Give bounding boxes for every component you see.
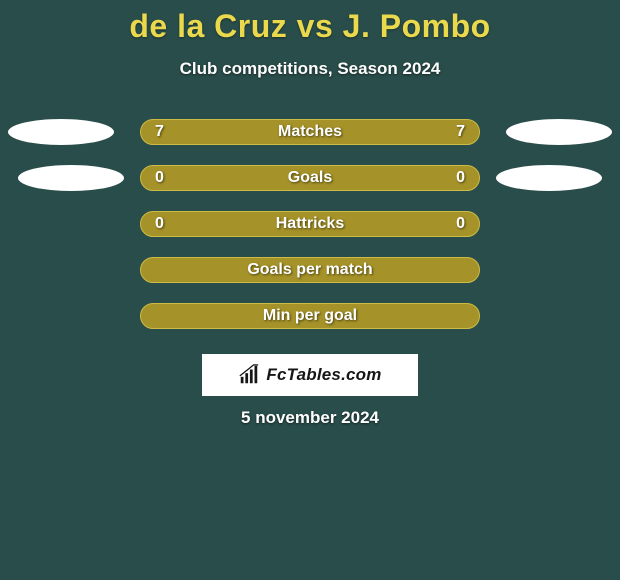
stat-bar: 0 Hattricks 0 xyxy=(140,211,480,237)
stat-right-value: 7 xyxy=(456,123,465,141)
blob-right xyxy=(496,165,602,191)
blob-right xyxy=(506,119,612,145)
stat-bar: Goals per match xyxy=(140,257,480,283)
comparison-rows: 7 Matches 7 0 Goals 0 0 Hattricks 0 Goal… xyxy=(0,119,620,329)
barchart-icon xyxy=(238,364,260,386)
stat-label: Min per goal xyxy=(141,307,479,325)
stat-bar: 7 Matches 7 xyxy=(140,119,480,145)
page-subtitle: Club competitions, Season 2024 xyxy=(0,59,620,79)
stat-left-value: 0 xyxy=(155,169,164,187)
page-title: de la Cruz vs J. Pombo xyxy=(0,0,620,45)
stat-right-value: 0 xyxy=(456,215,465,233)
stat-right-value: 0 xyxy=(456,169,465,187)
blob-left xyxy=(8,119,114,145)
row-hattricks: 0 Hattricks 0 xyxy=(0,211,620,237)
stat-left-value: 0 xyxy=(155,215,164,233)
stat-bar: 0 Goals 0 xyxy=(140,165,480,191)
stat-label: Goals xyxy=(141,169,479,187)
fctables-badge[interactable]: FcTables.com xyxy=(202,354,418,396)
stat-label: Matches xyxy=(141,123,479,141)
row-matches: 7 Matches 7 xyxy=(0,119,620,145)
date-line: 5 november 2024 xyxy=(0,408,620,428)
stat-label: Goals per match xyxy=(141,261,479,279)
row-min-per-goal: Min per goal xyxy=(0,303,620,329)
row-goals-per-match: Goals per match xyxy=(0,257,620,283)
blob-left xyxy=(18,165,124,191)
stat-left-value: 7 xyxy=(155,123,164,141)
stat-label: Hattricks xyxy=(141,215,479,233)
row-goals: 0 Goals 0 xyxy=(0,165,620,191)
stat-bar: Min per goal xyxy=(140,303,480,329)
badge-text: FcTables.com xyxy=(266,365,381,385)
